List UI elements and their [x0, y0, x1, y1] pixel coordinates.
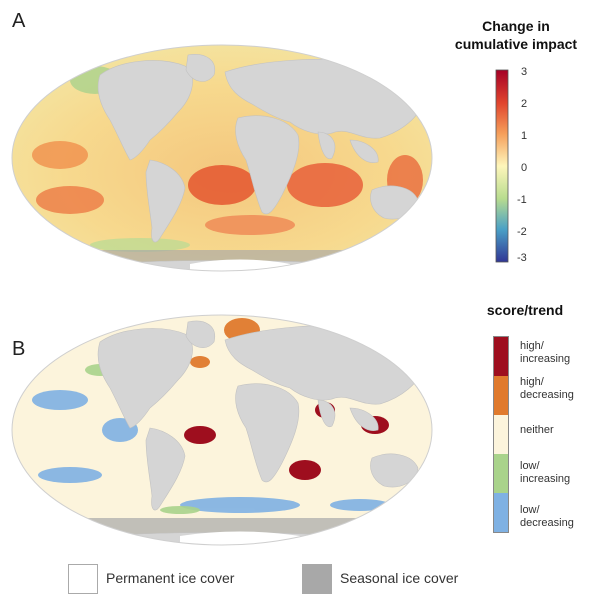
map-b-border — [11, 314, 433, 546]
high-increasing-mozambique — [289, 460, 321, 480]
colorbar-a — [495, 69, 509, 263]
legend-b-title: score/trend — [486, 302, 564, 318]
swatch-low-increasing — [494, 454, 508, 493]
high-decreasing-north-atlantic — [190, 356, 210, 368]
swatch-high-decreasing — [494, 376, 508, 415]
tick-1: 1 — [521, 130, 528, 142]
greenland — [185, 54, 216, 82]
map-a-border — [11, 44, 433, 272]
low-decreasing-pacific-n — [32, 390, 88, 410]
category-legend-b — [493, 336, 509, 533]
legend-a-title-line2: cumulative impact — [454, 36, 578, 52]
panel-a-letter: A — [12, 10, 26, 32]
india-b — [317, 399, 336, 428]
cool-patch-southern — [90, 238, 190, 252]
permanent-ice-swatch — [68, 564, 98, 594]
africa-b — [235, 383, 300, 483]
north-america — [97, 60, 193, 161]
india — [317, 131, 336, 160]
label-high-increasing: high/increasing — [520, 340, 571, 365]
high-increasing-pacific-nw — [30, 350, 46, 370]
tick-2: 2 — [521, 98, 528, 110]
label-high-decreasing: high/decreasing — [520, 376, 574, 401]
swatch-low-decreasing — [494, 493, 508, 532]
africa — [235, 115, 300, 215]
hotspot-north-pacific — [32, 141, 88, 169]
permanent-ice-label: Permanent ice cover — [106, 570, 235, 586]
north-america-b — [97, 328, 193, 429]
map-b — [11, 314, 433, 546]
hotspot-south-atlantic — [188, 165, 256, 205]
swatch-neither — [494, 415, 508, 454]
tick-3: 3 — [521, 66, 528, 78]
southeast-asia-b — [349, 407, 379, 431]
south-america-b — [145, 427, 186, 511]
tick-0: 0 — [521, 162, 528, 174]
swatch-high-increasing — [494, 337, 508, 376]
panel-b-letter: B — [12, 338, 26, 360]
permanent-ice-a — [190, 259, 290, 271]
south-america — [145, 159, 186, 243]
australia-b — [370, 453, 419, 488]
high-increasing-japan — [409, 365, 421, 379]
high-increasing-gulf-guinea — [184, 426, 216, 444]
legend-a-title-line1: Change in — [482, 18, 550, 34]
label-low-decreasing: low/decreasing — [520, 504, 574, 529]
hotspot-south-pacific — [36, 186, 104, 214]
southeast-asia — [349, 139, 379, 163]
tick-neg-2: -2 — [517, 226, 527, 238]
low-increasing-2 — [160, 506, 200, 514]
map-a — [11, 44, 433, 272]
tick-neg-3: -3 — [517, 252, 527, 264]
hotspot-indian-ocean — [287, 163, 363, 207]
hotspot-southern-indian — [205, 215, 295, 235]
low-decreasing-south — [180, 497, 300, 513]
low-decreasing-pacific-s — [38, 467, 102, 483]
label-low-increasing: low/increasing — [520, 460, 571, 485]
seasonal-ice-swatch — [302, 564, 332, 594]
label-neither: neither — [520, 424, 554, 436]
greenland-b — [185, 320, 216, 348]
tick-neg-1: -1 — [517, 194, 527, 206]
low-decreasing-indian — [330, 499, 390, 511]
seasonal-ice-label: Seasonal ice cover — [340, 570, 459, 586]
